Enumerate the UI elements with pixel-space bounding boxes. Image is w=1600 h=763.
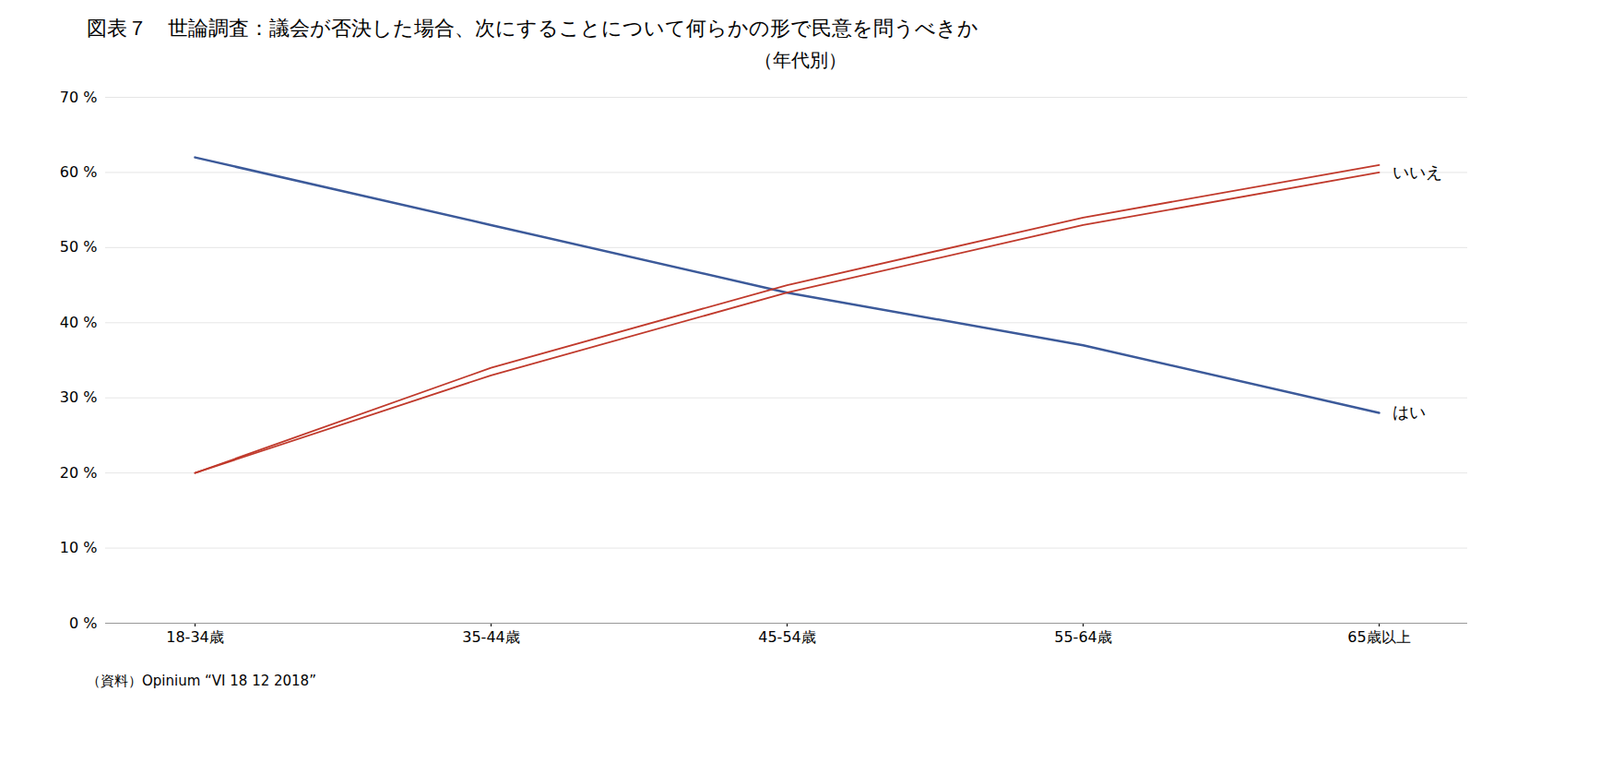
svg-text:0 %: 0 % [69,614,97,632]
svg-text:55-64歳: 55-64歳 [1054,628,1113,646]
svg-text:20 %: 20 % [59,463,98,482]
svg-text:45-54歳: 45-54歳 [758,628,817,646]
svg-text:60 %: 60 % [59,163,98,181]
svg-text:70 %: 70 % [59,88,98,107]
svg-text:30 %: 30 % [59,388,98,406]
svg-text:いいえ: いいえ [1392,162,1443,182]
html-text:（年代別）: （年代別） [753,48,847,72]
svg-text:35-44歳: 35-44歳 [462,628,521,646]
html-text:図表７ 世論調査：議会が否決した場合、次にすることについて何: 図表７ 世論調査：議会が否決した場合、次にすることについて何らかの形で民意を問う… [86,16,979,40]
svg-text:10 %: 10 % [59,538,98,557]
svg-text:40 %: 40 % [59,313,98,332]
html-text:（資料）Opinium “VI 18 12 2018”: （資料）Opinium “VI 18 12 2018” [86,672,317,689]
svg-text:50 %: 50 % [59,237,98,256]
svg-text:18-34歳: 18-34歳 [165,628,225,646]
svg-text:はい: はい [1392,402,1426,422]
svg-text:65歳以上: 65歳以上 [1347,628,1411,646]
